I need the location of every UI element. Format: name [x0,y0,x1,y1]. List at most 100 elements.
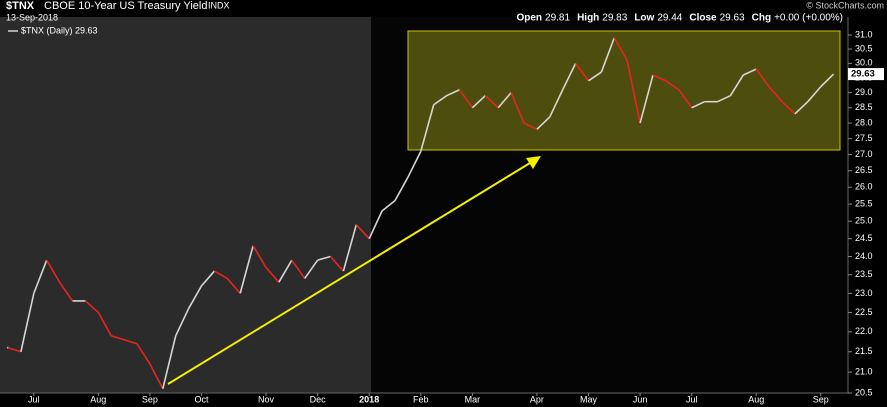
line-segment [420,104,435,152]
x-tick-label: Aug [748,394,764,404]
line-segment [433,95,448,106]
x-tick-label: Sep [813,394,829,404]
line-segment [304,259,319,279]
quote-value: +0.00 (+0.00%) [774,13,843,24]
x-tick-label: Sep [142,394,158,404]
line-segment [484,95,499,109]
y-tick-label: 27.0 [855,149,873,159]
x-tick-label: Jun [633,394,648,404]
symbol: $TNX [6,0,35,12]
line-segment [149,363,164,390]
y-tick-label: 30.0 [855,58,873,68]
y-tick-label: 25.5 [855,198,873,208]
line-segment [7,346,22,353]
line-segment [20,293,35,352]
line-segment [820,73,835,88]
line-segment [291,259,306,279]
line-segment [252,245,267,268]
legend-label: $TNX (Daily) 29.63 [21,25,98,35]
x-tick-label: Jul [686,394,698,404]
line-segment [58,281,74,302]
x-tick-label: Dec [310,394,327,404]
line-segment [33,259,48,294]
line-segment [755,68,770,88]
trend-arrow [167,162,531,385]
line-segment [665,80,680,91]
exchange: INDX [208,0,230,10]
prior-year-shade [0,17,371,393]
line-segment [497,92,512,109]
line-segment [214,270,228,280]
quote: Open 29.81 High 29.83 Low 29.44 Close 29.63 Chg +… [516,13,843,24]
date: 13-Sep-2018 [6,12,58,22]
line-segment [691,100,705,109]
line-segment [355,224,370,240]
x-tick-label: May [580,394,598,404]
quote-value: 29.83 [602,13,627,24]
credit: © StockCharts.com [806,0,884,10]
line-segment [110,335,125,341]
y-tick-label: 24.5 [855,233,873,243]
line-segment [536,116,551,130]
y-tick-label: 29.0 [855,87,873,97]
quote-label: High [577,13,599,24]
line-segment [136,343,151,365]
line-segment [626,60,641,124]
instrument-name: CBOE 10-Year US Treasury Yield [44,0,207,12]
y-tick-label: 27.5 [855,133,873,143]
line-segment [446,88,460,97]
line-segment [639,74,654,124]
line-segment [652,74,667,82]
quote-value: 29.44 [657,13,682,24]
quote-value: 29.63 [720,13,745,24]
quote-label: Close [689,13,717,24]
y-tick-label: 23.5 [855,269,873,279]
y-tick-label: 28.5 [855,102,873,112]
line-segment [162,335,177,389]
y-tick-label: 21.0 [855,367,873,377]
x-tick-label: Oct [194,394,209,404]
line-segment [523,122,538,131]
line-segment [561,63,577,91]
line-segment [84,300,99,314]
x-tick-label: Mar [465,394,481,404]
line-segment [678,89,693,109]
line-segment [600,37,616,73]
line-segment [329,256,344,272]
y-tick-label: 30.5 [855,43,873,53]
line-segment [342,224,358,272]
x-tick-label: Aug [90,394,106,404]
line-segment [729,74,744,97]
x-tick-label: 2018 [359,394,379,404]
line-segment [187,285,203,309]
line-segment [381,200,396,212]
quote-value: 29.81 [545,13,570,24]
line-segment [471,95,486,109]
line-segment [239,245,254,294]
line-segment [549,89,564,118]
line-segment [781,101,796,115]
line-segment [394,176,409,202]
x-tick-label: Apr [530,394,544,404]
line-segment [458,89,474,109]
line-segment [768,86,783,103]
quote-label: Open [516,13,542,24]
quote-label: Low [634,13,654,24]
range-box [407,30,841,151]
line-segment [588,71,602,82]
y-tick-label: 26.5 [855,165,873,175]
x-tick-label: Feb [413,394,429,404]
y-tick-label: 26.0 [855,182,873,192]
arrow-head [526,156,541,169]
x-tick-label: Jul [28,394,40,404]
line-segment [278,259,293,283]
last-value-box [848,68,884,81]
line-segment [717,94,731,103]
line-segment [807,86,822,103]
y-tick-label: 20.5 [855,387,873,397]
line-segment [407,151,422,178]
line-segment [742,68,757,76]
line-segment [265,266,280,283]
line-segment [200,270,216,287]
